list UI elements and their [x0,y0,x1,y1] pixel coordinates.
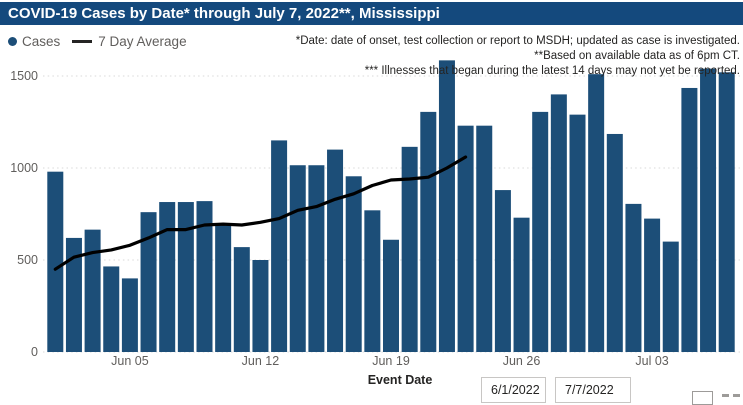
y-axis-tick-label: 500 [17,253,38,267]
x-axis-tick-label: Jul 03 [635,354,668,368]
cases-bar[interactable] [606,133,623,352]
cases-bar[interactable] [159,202,176,352]
cases-bar[interactable] [438,60,455,353]
cases-bar[interactable] [121,278,138,352]
cases-legend-label: Cases [22,33,61,49]
cases-bar[interactable] [644,218,661,352]
average-legend-line-icon [72,39,93,43]
average-legend-label: 7 Day Average [98,33,187,49]
footnote-line-1: *Date: date of onset, test collection or… [295,35,740,47]
cases-bar[interactable] [84,229,101,352]
cases-bar[interactable] [364,210,381,352]
cases-bar[interactable] [401,146,418,352]
cases-bar[interactable] [196,201,213,352]
cases-bar[interactable] [420,111,437,352]
cases-bar[interactable] [700,68,717,352]
cases-bar[interactable] [550,94,567,353]
cases-bar[interactable] [513,217,530,352]
y-axis-tick-label: 0 [31,345,38,359]
y-axis-tick-label: 1500 [10,69,38,83]
cases-bar[interactable] [215,223,232,352]
x-axis-title: Event Date [367,373,433,387]
seven-day-average-line [53,155,468,271]
cases-bar[interactable] [327,149,344,352]
cases-bar[interactable] [140,212,157,352]
cases-bar[interactable] [457,125,474,353]
end-date-input[interactable] [555,377,631,403]
cases-legend-dot-icon [8,36,17,46]
slicer-partial-icon [722,394,729,397]
x-axis-tick-label: Jun 12 [242,354,280,368]
cases-bar[interactable] [271,140,288,352]
y-axis-tick-label: 1000 [10,161,38,175]
footnote-line-3: *** Illnesses that began during the late… [364,65,740,77]
chart-legend: Cases 7 Day Average [8,32,187,50]
cases-bar[interactable] [588,74,605,352]
cases-bar[interactable] [65,237,82,352]
cases-bar[interactable] [345,176,362,352]
slicer-partial-icon [733,394,740,397]
x-axis-tick-label: Jun 05 [111,354,149,368]
cases-bar[interactable] [103,266,120,352]
cases-bar[interactable] [532,111,549,352]
cases-bar[interactable] [662,241,679,352]
cases-bar[interactable] [569,114,586,352]
page-title: COVID-19 Cases by Date* through July 7, … [8,5,440,22]
cases-bar[interactable] [289,165,306,352]
cases-bar[interactable] [476,125,493,353]
footnote-line-2: **Based on available data as of 6pm CT. [534,50,740,62]
x-axis-tick-label: Jun 19 [372,354,410,368]
cases-bar[interactable] [383,239,399,352]
cases-bar[interactable] [718,72,735,352]
clear-selections-eraser-icon[interactable] [692,391,713,405]
cases-bar[interactable] [233,247,250,352]
cases-bar[interactable] [47,171,64,352]
cases-bar[interactable] [625,203,642,352]
footnote-annotations: *Date: date of onset, test collection or… [296,34,740,79]
chart-title-bar: COVID-19 Cases by Date* through July 7, … [0,2,743,25]
cases-bar[interactable] [681,87,698,353]
cases-bar[interactable] [308,165,325,352]
cases-bar[interactable] [494,190,511,352]
cases-bar[interactable] [252,260,269,352]
cases-bar[interactable] [177,202,194,352]
start-date-input[interactable] [481,377,546,403]
x-axis-tick-label: Jun 26 [503,354,541,368]
